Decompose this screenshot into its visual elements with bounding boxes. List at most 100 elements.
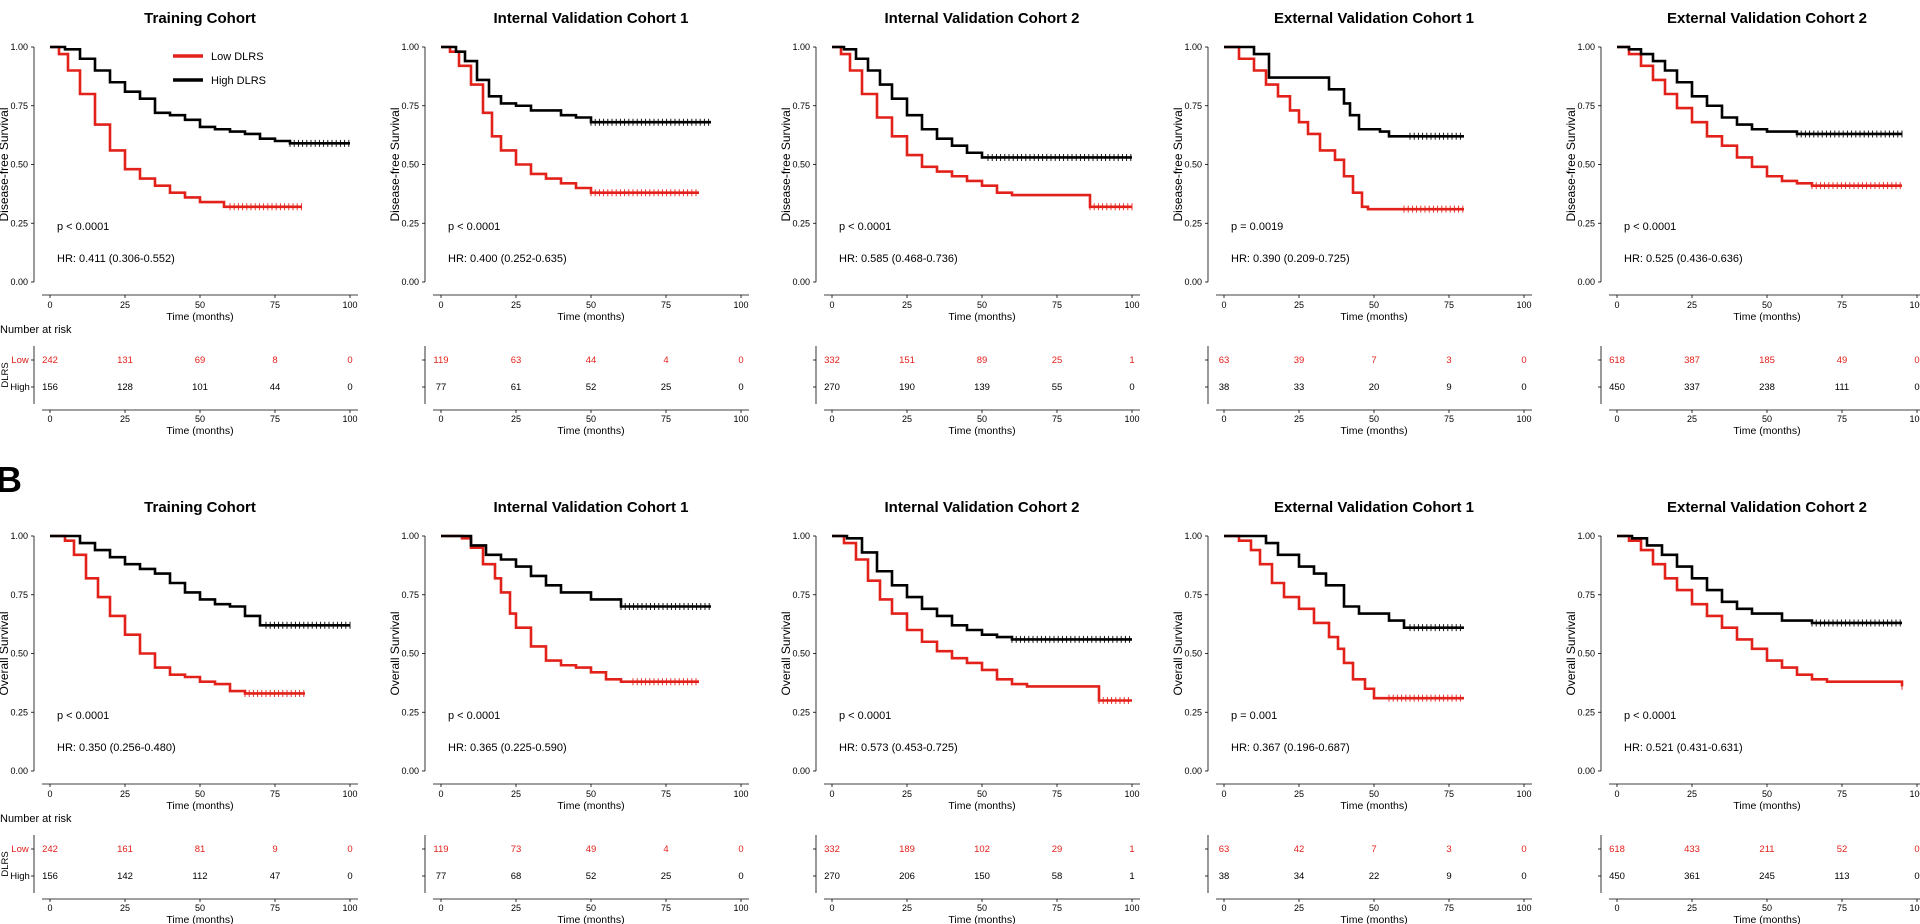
risk-x-tick-label: 0 [1221, 903, 1226, 913]
risk-count-high: 238 [1759, 382, 1775, 393]
risk-x-tick-label: 0 [438, 903, 443, 913]
low-dlrs-curve [50, 534, 305, 695]
x-tick-label: 50 [586, 789, 596, 799]
x-tick-label: 100 [1909, 300, 1920, 310]
y-tick-label: 0.25 [1184, 218, 1202, 228]
y-tick-label: 0.50 [10, 160, 28, 170]
risk-x-tick-label: 100 [1124, 903, 1139, 913]
p-value: p < 0.0001 [448, 221, 500, 233]
y-tick-label: 0.50 [1577, 160, 1595, 170]
risk-x-tick-label: 50 [586, 903, 596, 913]
risk-x-tick-label: 25 [1687, 414, 1697, 424]
risk-count-low: 119 [433, 355, 448, 366]
x-tick-label: 75 [1837, 300, 1847, 310]
hazard-ratio: HR: 0.367 (0.196-0.687) [1231, 742, 1350, 754]
x-tick-label: 75 [270, 300, 280, 310]
risk-count-low: 52 [1837, 844, 1848, 855]
y-tick-label: 0.50 [1184, 160, 1202, 170]
y-tick-label: 0.00 [1577, 766, 1595, 776]
high-censor-marks [1011, 635, 1131, 643]
km-panel-a3: Internal Validation Cohort 2 0.00 0.25 0.50… [779, 10, 1140, 437]
risk-x-tick-label: 25 [120, 903, 130, 913]
high-dlrs-curve [1224, 45, 1464, 138]
risk-count-high: 25 [661, 382, 672, 393]
risk-count-high: 128 [117, 382, 133, 393]
strata-label: DLRS [0, 851, 11, 876]
risk-x-tick-label: 100 [1516, 414, 1531, 424]
risk-count-high: 9 [1446, 382, 1451, 393]
high-dlrs-curve [441, 45, 711, 124]
x-axis-label: Time (months) [948, 800, 1015, 812]
km-panel-a4: External Validation Cohort 1 0.00 0.25 0.50… [1171, 10, 1532, 437]
panel-label-b: B [0, 459, 22, 500]
risk-count-low: 1 [1129, 844, 1134, 855]
risk-count-low: 0 [738, 355, 743, 366]
p-value: p < 0.0001 [1624, 710, 1676, 722]
panel-title: Internal Validation Cohort 1 [493, 499, 688, 516]
y-tick-label: 0.25 [1577, 707, 1595, 717]
high-censor-marks [987, 153, 1132, 161]
risk-count-low: 161 [117, 844, 133, 855]
y-tick-label: 0.00 [792, 277, 810, 287]
y-axis-label: Overall Survival [388, 611, 402, 695]
risk-count-low: 39 [1294, 355, 1305, 366]
panel-title: Training Cohort [144, 10, 256, 27]
x-axis-label: Time (months) [166, 311, 233, 323]
high-dlrs-curve [1224, 534, 1464, 629]
risk-count-low: 332 [824, 355, 840, 366]
risk-row-label-low: Low [11, 844, 29, 855]
x-axis-label: Time (months) [166, 800, 233, 812]
low-dlrs-curve [1224, 534, 1464, 700]
km-panel-b2: Internal Validation Cohort 1 0.00 0.25 0.50… [388, 499, 749, 924]
risk-count-high: 190 [899, 382, 915, 393]
low-dlrs-curve [1224, 45, 1464, 211]
risk-count-low: 73 [511, 844, 522, 855]
x-tick-label: 100 [1124, 300, 1139, 310]
x-tick-label: 25 [1294, 300, 1304, 310]
x-tick-label: 0 [829, 300, 834, 310]
x-tick-label: 75 [1837, 789, 1847, 799]
y-tick-label: 1.00 [1577, 531, 1595, 541]
risk-count-high: 0 [1129, 382, 1134, 393]
risk-count-high: 22 [1369, 871, 1380, 882]
risk-count-high: 0 [347, 382, 352, 393]
risk-count-low: 211 [1759, 844, 1774, 855]
y-tick-label: 0.75 [10, 101, 28, 111]
risk-count-high: 25 [661, 871, 672, 882]
risk-row-label-high: High [10, 871, 30, 882]
risk-x-tick-label: 25 [902, 414, 912, 424]
risk-count-low: 69 [195, 355, 206, 366]
panel-title: External Validation Cohort 2 [1667, 10, 1867, 27]
panel-title: External Validation Cohort 1 [1274, 10, 1474, 27]
y-tick-label: 0.25 [792, 218, 810, 228]
hazard-ratio: HR: 0.573 (0.453-0.725) [839, 742, 958, 754]
x-tick-label: 75 [1444, 789, 1454, 799]
x-tick-label: 75 [1052, 789, 1062, 799]
y-tick-label: 0.50 [792, 160, 810, 170]
high-dlrs-curve [50, 45, 350, 145]
x-tick-label: 0 [1221, 300, 1226, 310]
x-tick-label: 25 [902, 300, 912, 310]
risk-x-tick-label: 50 [1369, 414, 1379, 424]
p-value: p < 0.0001 [1624, 221, 1676, 233]
x-axis-label: Time (months) [557, 311, 624, 323]
risk-x-tick-label: 0 [1614, 903, 1619, 913]
risk-x-axis-label: Time (months) [557, 425, 624, 437]
risk-x-tick-label: 0 [829, 414, 834, 424]
risk-x-tick-label: 100 [1909, 903, 1920, 913]
risk-count-high: 150 [974, 871, 990, 882]
risk-count-high: 44 [270, 382, 281, 393]
km-panel-a1: Training Cohort 0.00 0.25 0.50 0.75 1.00 Disea… [0, 10, 358, 437]
panel-title: Internal Validation Cohort 2 [884, 499, 1079, 516]
x-tick-label: 75 [1444, 300, 1454, 310]
risk-count-high: 38 [1219, 382, 1230, 393]
risk-count-high: 0 [738, 871, 743, 882]
panel-title: External Validation Cohort 1 [1274, 499, 1474, 516]
low-censor-marks [1388, 694, 1461, 702]
risk-count-low: 7 [1371, 355, 1376, 366]
risk-x-tick-label: 100 [1909, 414, 1920, 424]
risk-count-high: 112 [192, 871, 207, 882]
x-tick-label: 50 [977, 789, 987, 799]
y-axis-label: Disease-free Survival [0, 107, 11, 221]
risk-count-low: 9 [272, 844, 277, 855]
